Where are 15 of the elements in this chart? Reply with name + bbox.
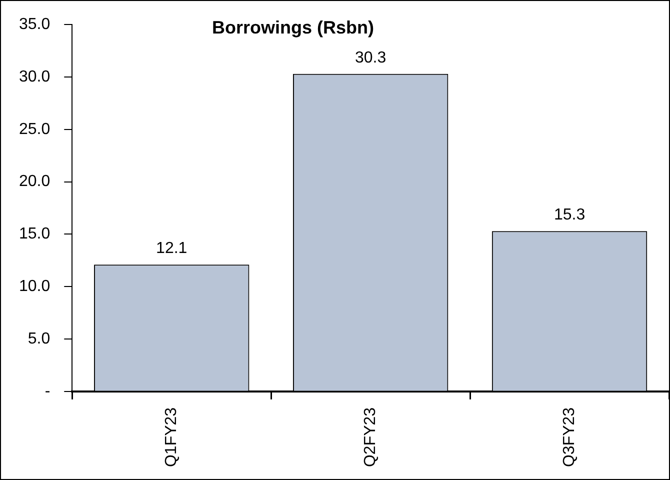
y-tick-label: 5.0	[28, 330, 50, 348]
data-label: 15.3	[554, 206, 586, 224]
y-tick-label: -	[44, 382, 50, 400]
y-tick-label: 10.0	[19, 278, 50, 296]
data-label: 12.1	[156, 240, 188, 258]
x-tick-label: Q3FY23	[560, 407, 578, 468]
chart-title: Borrowings (Rsbn)	[212, 18, 374, 38]
y-tick-label: 30.0	[19, 68, 50, 86]
data-label: 30.3	[355, 49, 386, 66]
y-tick-label: 15.0	[19, 226, 50, 243]
x-tick-label: Q1FY23	[163, 407, 180, 468]
y-tick-label: 25.0	[19, 120, 50, 138]
y-tick-label: 20.0	[19, 173, 50, 190]
y-tick-label: 35.0	[19, 16, 50, 34]
x-tick-label: Q2FY23	[362, 407, 379, 468]
